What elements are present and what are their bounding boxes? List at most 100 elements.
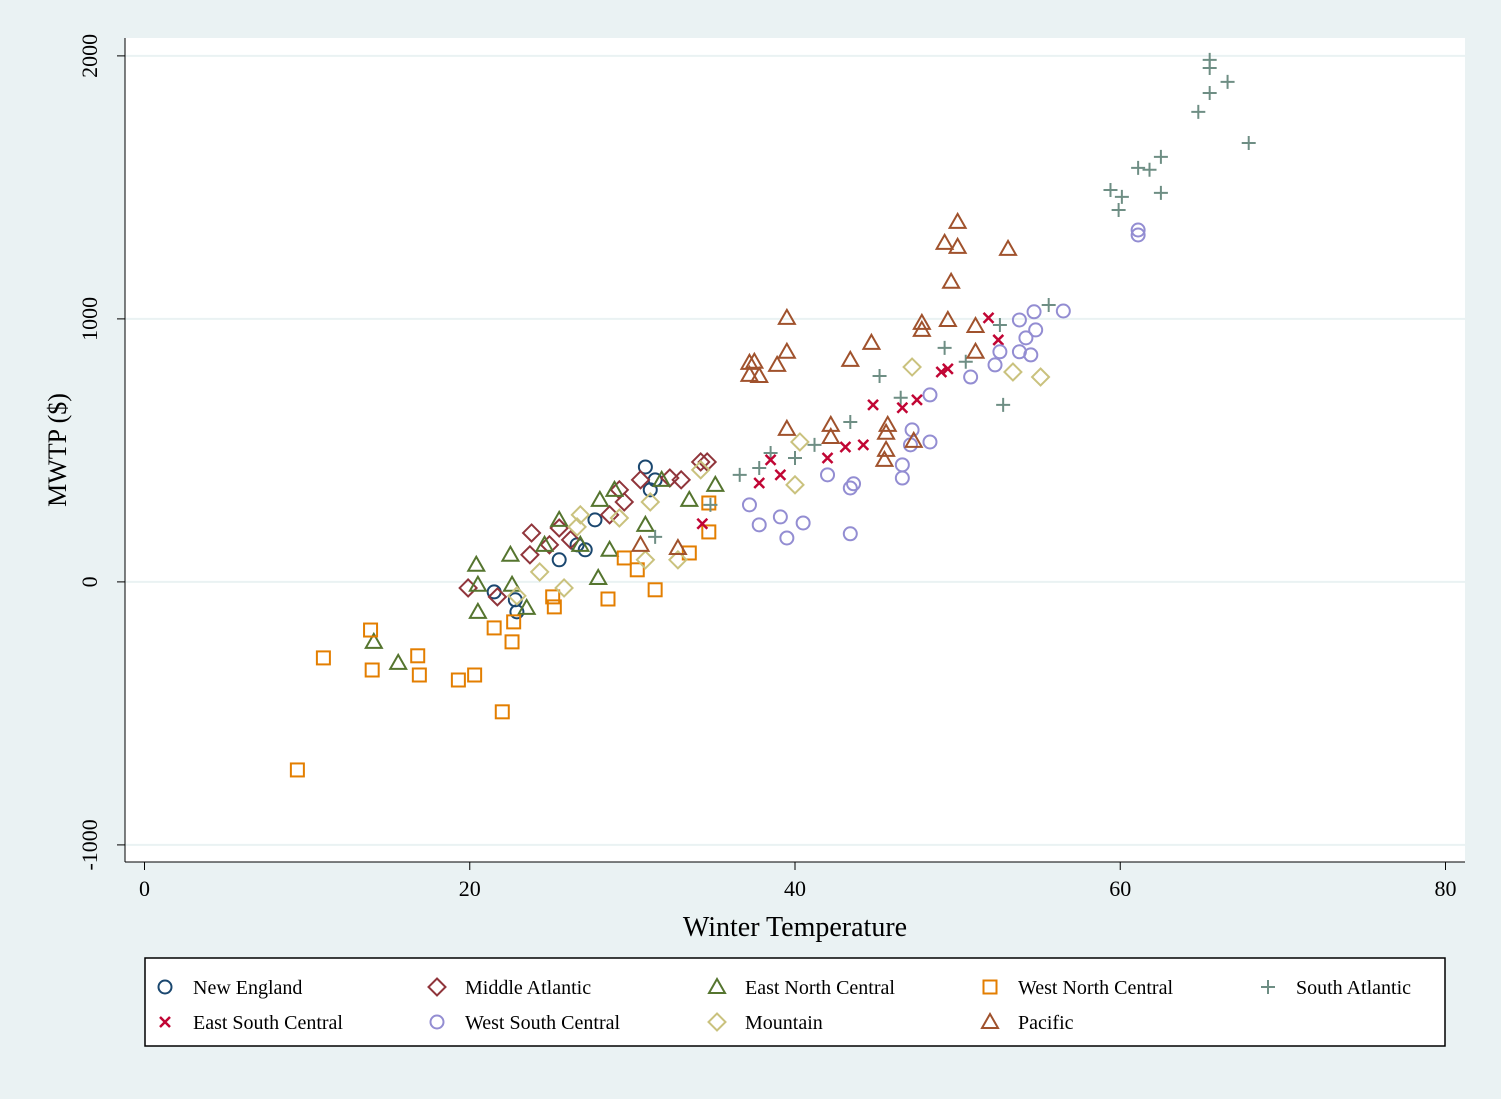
legend-label: Middle Atlantic: [465, 977, 591, 999]
point: [876, 422, 896, 440]
point: [941, 362, 954, 375]
point: [839, 441, 852, 453]
point: [795, 515, 811, 531]
point: [494, 704, 510, 720]
point: [840, 349, 861, 367]
point: [1011, 312, 1027, 328]
point: [821, 452, 834, 464]
point: [777, 341, 797, 359]
point: [701, 495, 717, 511]
point: [411, 667, 427, 683]
point: [998, 238, 1018, 256]
point: [785, 474, 805, 495]
point: [789, 432, 810, 452]
point: [992, 344, 1008, 360]
point: [560, 529, 581, 550]
point: [903, 430, 924, 448]
point: [521, 523, 542, 543]
point: [551, 552, 567, 568]
point: [739, 364, 760, 382]
point: [911, 394, 923, 406]
point: [577, 542, 593, 558]
point: [629, 562, 645, 578]
legend-marker: [159, 1016, 171, 1028]
x-tick-label: 20: [459, 876, 481, 901]
point: [842, 526, 858, 542]
point: [668, 537, 688, 555]
point: [1028, 322, 1044, 338]
point: [1191, 104, 1206, 119]
point: [590, 489, 610, 507]
point: [637, 459, 653, 475]
point: [534, 534, 555, 552]
point: [504, 634, 520, 650]
point: [570, 534, 591, 552]
point: [648, 529, 663, 544]
point: [821, 426, 841, 444]
point: [820, 467, 836, 483]
point: [604, 479, 625, 497]
point: [642, 482, 658, 498]
point: [315, 650, 331, 666]
point: [965, 315, 986, 333]
point: [703, 497, 718, 512]
point: [1131, 160, 1146, 175]
point: [937, 340, 952, 355]
y-tick-label: -1000: [77, 819, 102, 870]
point: [520, 544, 540, 565]
point: [996, 397, 1011, 412]
point: [982, 311, 995, 324]
point: [588, 567, 608, 585]
point: [963, 369, 979, 385]
point: [842, 480, 858, 496]
point: [741, 497, 757, 513]
point: [941, 271, 961, 289]
point: [774, 468, 787, 481]
legend-marker: [157, 979, 173, 995]
legend-label: West North Central: [1018, 977, 1173, 999]
point: [1111, 203, 1126, 218]
point: [893, 390, 908, 405]
point: [947, 236, 968, 254]
point: [289, 762, 305, 778]
point: [965, 341, 986, 359]
legend-label: New England: [193, 977, 302, 999]
y-tick-label: 1000: [77, 297, 102, 341]
point: [539, 534, 560, 555]
point: [516, 597, 537, 615]
point: [764, 453, 777, 466]
x-tick-label: 0: [139, 876, 150, 901]
point: [912, 312, 932, 330]
point: [767, 354, 787, 372]
point: [894, 470, 910, 486]
point: [1220, 74, 1235, 89]
point: [529, 561, 550, 582]
point: [651, 469, 672, 487]
point: [772, 509, 788, 525]
point: [1202, 60, 1217, 75]
point: [600, 591, 616, 607]
point: [1055, 303, 1071, 319]
x-tick-label: 60: [1109, 876, 1131, 901]
legend-marker: [707, 976, 727, 994]
point: [364, 631, 384, 649]
y-axis-label: MWTP ($): [43, 393, 72, 507]
point: [468, 601, 488, 619]
legend-label: West South Central: [465, 1012, 620, 1034]
legend-label: East North Central: [745, 977, 895, 999]
point: [779, 530, 795, 546]
legend-label: South Atlantic: [1296, 977, 1411, 999]
point: [1041, 297, 1056, 312]
point: [777, 418, 797, 436]
x-tick-label: 80: [1434, 876, 1456, 901]
point: [1018, 330, 1034, 346]
point: [846, 476, 862, 492]
x-axis-label: Winter Temperature: [683, 912, 907, 943]
point: [1023, 347, 1039, 363]
point: [599, 504, 620, 525]
legend-marker: [427, 977, 447, 997]
point: [1130, 227, 1146, 243]
point: [1114, 189, 1129, 204]
point: [987, 357, 1003, 373]
